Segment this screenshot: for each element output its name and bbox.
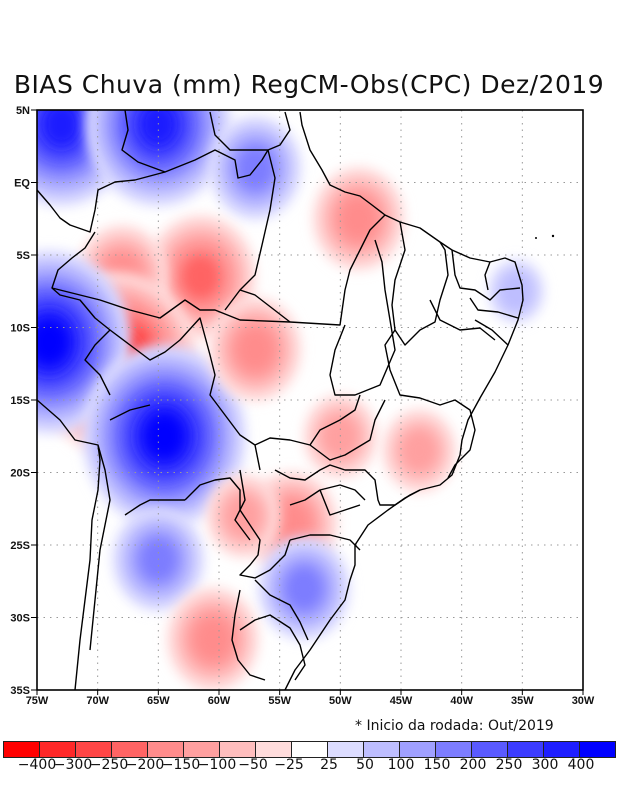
x-tick-label: 55W [268,695,291,707]
colorbar-label: −250 [89,757,129,773]
anomaly-contour [139,110,178,147]
border-argentina-chile [37,399,111,690]
colorbar-swatch [435,741,472,758]
border-colombia-peru [37,171,166,233]
colorbar-labels: −400 −300 −250 −200 −150 −100 −50 −25 25 50 100 150… [0,757,618,777]
anomaly-contour [284,566,323,611]
colorbar-label: −25 [274,757,304,773]
colorbar-swatch [255,741,292,758]
x-tick-label: 45W [390,695,413,707]
country-state-borders [37,110,524,690]
colorbar-label: −200 [125,757,165,773]
border-tocantins [329,239,396,396]
colorbar-swatch [543,741,580,758]
y-tick-label: 25S [10,540,30,552]
colorbar-swatch [219,741,256,758]
x-tick-label: 40W [450,695,473,707]
border-argentina-uruguay [231,589,266,681]
anomaly-contour [497,269,536,314]
colorbar-label: 250 [495,757,523,773]
x-tick-label: 70W [86,695,109,707]
border-rs-sc-uruguay [239,534,361,681]
bias-field [37,110,545,690]
x-axis: 75W 70W 65W 60W 55W 50W 45W 40W 35W 30W [26,690,595,707]
colorbar-swatch [183,741,220,758]
x-tick-label: 35W [511,695,534,707]
y-tick-label: 35S [10,685,30,697]
colorbar-label: −300 [53,757,93,773]
colorbar-swatch [507,741,544,758]
border-bolivia [109,317,261,471]
x-tick-label: 30W [572,695,595,707]
y-tick-label: 5S [17,250,30,262]
colorbar-label: 25 [320,757,338,773]
anomaly-contour [37,320,69,364]
border-maranhao-piaui [391,221,449,346]
anomaly-contour [236,327,275,372]
colorbar-swatch [3,741,40,758]
anomaly-contour [181,254,220,299]
coastline-north [284,111,524,690]
y-tick-label: 30S [10,613,30,625]
colorbar [3,741,616,758]
colorbar-label: −400 [17,757,57,773]
border-acre-amazonas [51,287,341,326]
colorbar-label: 400 [567,757,595,773]
y-tick-label: 20S [10,468,30,480]
colorbar-swatch [291,741,328,758]
y-axis: 5N EQ 5S 10S 15S 20S 25S 30S 35S [10,105,37,697]
x-tick-label: 65W [147,695,170,707]
x-tick-label: 75W [26,695,49,707]
y-tick-label: 5N [16,105,30,117]
border-venezuela-brazil [121,110,269,179]
border-peru-brazil [51,231,111,396]
island-dot [551,234,555,238]
border-paraguay [184,477,291,579]
colorbar-swatch [147,741,184,758]
run-start-note: * Inicio da rodada: Out/2019 [355,718,554,734]
colorbar-swatch [327,741,364,758]
y-tick-label: EQ [14,178,30,190]
colorbar-swatch [39,741,76,758]
colorbar-label: −100 [197,757,237,773]
colorbar-label: 50 [356,757,374,773]
colorbar-label: 300 [531,757,559,773]
x-tick-label: 50W [329,695,352,707]
colorbar-label: −50 [238,757,268,773]
colorbar-swatch [363,741,400,758]
anomaly-contour [400,428,439,473]
anomaly-contour [193,617,232,662]
colorbar-swatch [111,741,148,758]
island-dot [535,237,537,239]
border-mato-grosso-para [239,214,386,326]
colorbar-label: 200 [459,757,487,773]
colorbar-swatch [75,741,112,758]
anomaly-contour [42,110,81,147]
border-bahia [384,299,496,479]
anomaly-contour [339,196,378,241]
anomaly-contour [272,501,311,546]
y-tick-label: 15S [10,395,30,407]
border-ceara-rn-pb [451,249,521,346]
colorbar-label: −150 [161,757,201,773]
border-goias-mg [254,394,386,461]
border-parana-sp [289,484,366,516]
gridlines [37,110,583,690]
border-bolivia-argentina [109,404,185,516]
x-tick-label: 60W [208,695,231,707]
colorbar-label: 100 [387,757,415,773]
colorbar-swatch [471,741,508,758]
anomaly-contour [145,414,184,459]
y-tick-label: 10S [10,323,30,335]
colorbar-label: 150 [423,757,451,773]
chart-title: BIAS Chuva (mm) RegCM-Obs(CPC) Dez/2019 [13,70,605,99]
colorbar-swatch [399,741,436,758]
colorbar-swatch [579,741,616,758]
